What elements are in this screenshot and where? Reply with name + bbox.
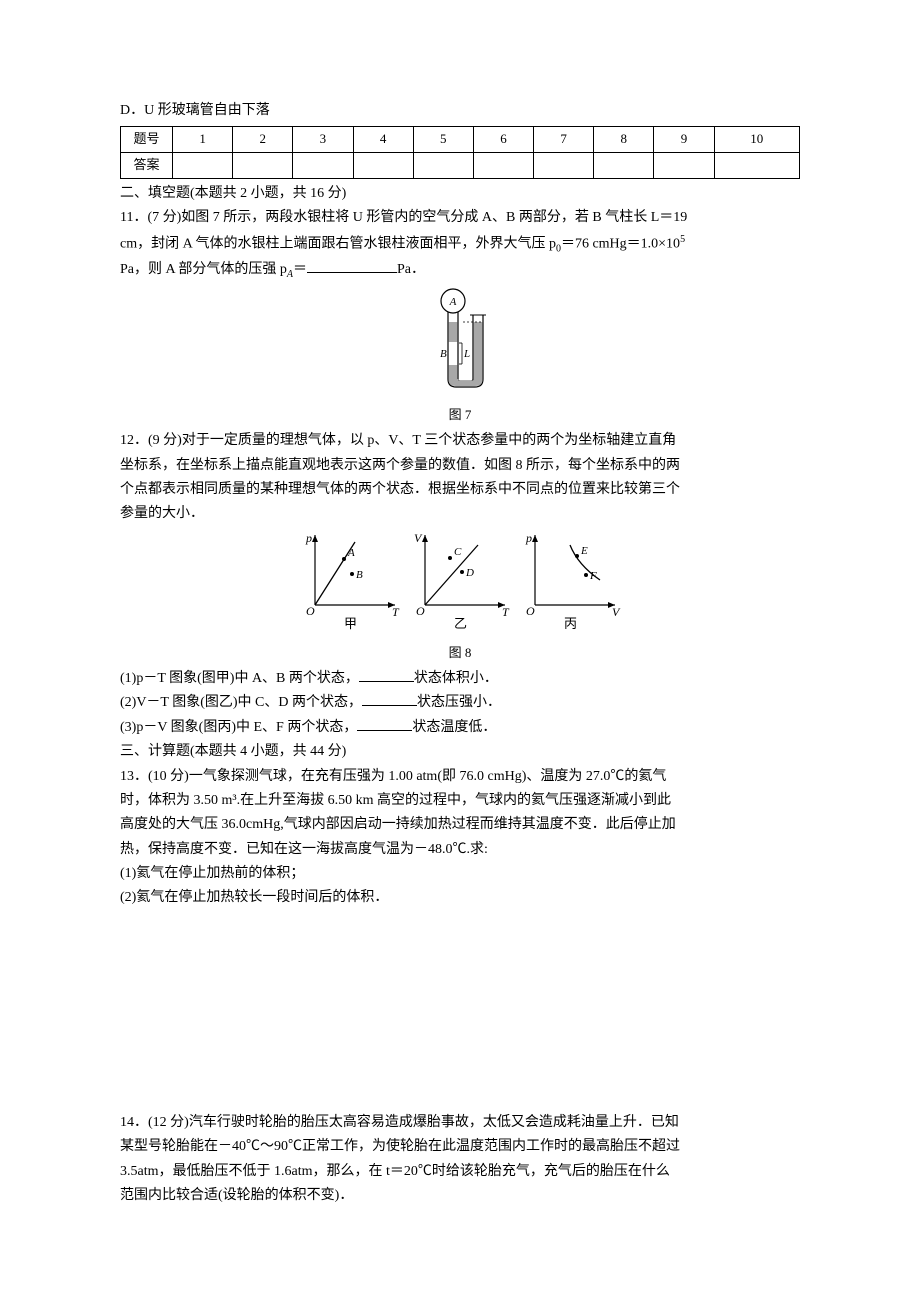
q12-sub1b: 状态体积小．	[414, 671, 498, 686]
q10-option-d: D．U 形玻璃管自由下落	[120, 100, 800, 122]
q13-sub2: (2)氦气在停止加热较长一段时间后的体积．	[120, 887, 800, 909]
figure-8: p T O A B 甲 V T O C D 乙	[120, 530, 800, 664]
q11-line3: Pa，则 A 部分气体的压强 pA＝Pa．	[120, 259, 800, 283]
answer-table: 题号 1 2 3 4 5 6 7 8 9 10 答案	[120, 126, 800, 179]
svg-text:O: O	[306, 604, 315, 618]
cell	[293, 153, 353, 179]
svg-text:甲: 甲	[344, 616, 357, 631]
cell	[714, 153, 799, 179]
cell	[173, 153, 233, 179]
q12-line3: 个点都表示相同质量的某种理想气体的两个状态．根据坐标系中不同点的位置来比较第三个	[120, 479, 800, 501]
cell: 2	[233, 127, 293, 153]
q11-l3c: Pa．	[397, 262, 425, 277]
blank	[362, 692, 417, 706]
fig7-caption: 图 7	[120, 405, 800, 426]
cell: 3	[293, 127, 353, 153]
svg-text:B: B	[356, 569, 363, 581]
svg-text:E: E	[580, 545, 588, 557]
q11-line1: 11．(7 分)如图 7 所示，两段水银柱将 U 形管内的空气分成 A、B 两部…	[120, 207, 800, 229]
svg-text:V: V	[612, 605, 621, 619]
section2-heading: 二、填空题(本题共 2 小题，共 16 分)	[120, 183, 800, 205]
svg-text:V: V	[414, 531, 423, 545]
spacer	[120, 912, 800, 1112]
q13-line1: 13．(10 分)一气象探测气球，在充有压强为 1.00 atm(即 76.0 …	[120, 766, 800, 788]
q12-sub2b: 状态压强小．	[417, 695, 501, 710]
cell: 5	[413, 127, 473, 153]
q11-l3b: ＝	[293, 262, 307, 277]
blank	[357, 717, 412, 731]
label-b: B	[440, 348, 447, 360]
label-a: A	[449, 296, 457, 308]
label-l: L	[463, 348, 470, 360]
svg-text:乙: 乙	[454, 616, 467, 631]
cell: 8	[594, 127, 654, 153]
cell: 7	[534, 127, 594, 153]
q12-sub1a: (1)p－T 图象(图甲)中 A、B 两个状态，	[120, 671, 359, 686]
cell: 4	[353, 127, 413, 153]
table-row: 答案	[121, 153, 800, 179]
q12-line1: 12．(9 分)对于一定质量的理想气体，以 p、V、T 三个状态参量中的两个为坐…	[120, 430, 800, 452]
svg-text:C: C	[454, 546, 462, 558]
q11-line2: cm，封闭 A 气体的水银柱上端面跟右管水银柱液面相平，外界大气压 p0＝76 …	[120, 232, 800, 257]
q14-line1: 14．(12 分)汽车行驶时轮胎的胎压太高容易造成爆胎事故，太低又会造成耗油量上…	[120, 1112, 800, 1134]
svg-text:p: p	[525, 531, 532, 545]
svg-text:丙: 丙	[564, 616, 577, 631]
q13-line2: 时，体积为 3.50 m³.在上升至海拔 6.50 km 高空的过程中，气球内的…	[120, 790, 800, 812]
q11-l2a: cm，封闭 A 气体的水银柱上端面跟右管水银柱液面相平，外界大气压 p	[120, 236, 556, 251]
svg-text:T: T	[502, 605, 510, 619]
q14-line4: 范围内比较合适(设轮胎的体积不变)．	[120, 1185, 800, 1207]
row-label: 答案	[121, 153, 173, 179]
q13-sub1: (1)氦气在停止加热前的体积；	[120, 863, 800, 885]
q12-sub2a: (2)V－T 图象(图乙)中 C、D 两个状态，	[120, 695, 362, 710]
q12-sub3b: 状态温度低．	[412, 720, 496, 735]
q12-sub3: (3)p－V 图象(图丙)中 E、F 两个状态， 状态温度低．	[120, 717, 800, 739]
q12-sub3a: (3)p－V 图象(图丙)中 E、F 两个状态，	[120, 720, 357, 735]
svg-text:F: F	[589, 570, 597, 582]
svg-text:p: p	[305, 531, 312, 545]
table-row: 题号 1 2 3 4 5 6 7 8 9 10	[121, 127, 800, 153]
svg-text:T: T	[392, 605, 400, 619]
cell	[534, 153, 594, 179]
figure-7: A B L 图 7	[120, 287, 800, 426]
cell: 1	[173, 127, 233, 153]
q12-sub2: (2)V－T 图象(图乙)中 C、D 两个状态， 状态压强小．	[120, 692, 800, 714]
svg-text:O: O	[416, 604, 425, 618]
blank	[359, 668, 414, 682]
cell	[233, 153, 293, 179]
q12-line2: 坐标系，在坐标系上描点能直观地表示这两个参量的数值．如图 8 所示，每个坐标系中…	[120, 455, 800, 477]
sup: 5	[680, 234, 685, 245]
u-tube-diagram: A B L	[415, 287, 505, 397]
cell	[413, 153, 473, 179]
cell: 10	[714, 127, 799, 153]
fig8-caption: 图 8	[120, 643, 800, 664]
q13-line4: 热，保持高度不变．已知在这一海拔高度气温为－48.0℃.求:	[120, 839, 800, 861]
cell	[473, 153, 533, 179]
cell	[654, 153, 714, 179]
q11-l3a: Pa，则 A 部分气体的压强 p	[120, 262, 287, 277]
cell	[353, 153, 413, 179]
cell: 9	[654, 127, 714, 153]
cell: 6	[473, 127, 533, 153]
q12-sub1: (1)p－T 图象(图甲)中 A、B 两个状态， 状态体积小．	[120, 668, 800, 690]
q13-line3: 高度处的大气压 36.0cmHg,气球内部因启动一持续加热过程而维持其温度不变．…	[120, 814, 800, 836]
section3-heading: 三、计算题(本题共 4 小题，共 44 分)	[120, 741, 800, 763]
three-graphs: p T O A B 甲 V T O C D 乙	[290, 530, 630, 635]
q11-l2b: ＝76 cmHg＝1.0×10	[561, 236, 680, 251]
q12-line4: 参量的大小．	[120, 503, 800, 525]
blank	[307, 259, 397, 273]
q14-line2: 某型号轮胎能在－40℃～90℃正常工作，为使轮胎在此温度范围内工作时的最高胎压不…	[120, 1136, 800, 1158]
svg-text:O: O	[526, 604, 535, 618]
cell	[594, 153, 654, 179]
row-label: 题号	[121, 127, 173, 153]
svg-text:D: D	[465, 567, 474, 579]
q14-line3: 3.5atm，最低胎压不低于 1.6atm，那么，在 t＝20℃时给该轮胎充气，…	[120, 1161, 800, 1183]
svg-text:A: A	[347, 547, 355, 559]
